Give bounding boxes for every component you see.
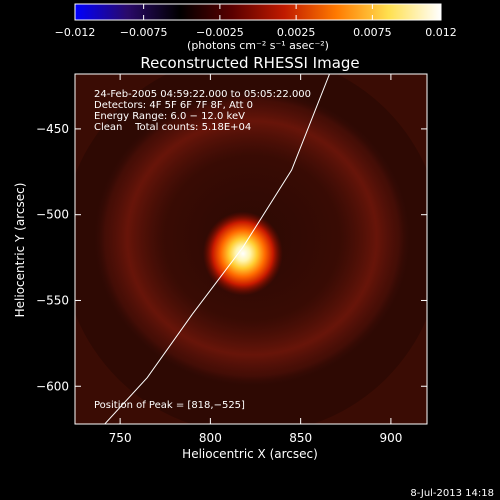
annotation-detectors: Detectors: 4F 5F 6F 7F 8F, Att 0 <box>94 100 253 111</box>
footer-timestamp: 8-Jul-2013 14:18 <box>410 488 494 499</box>
peak-source <box>202 211 283 296</box>
colorbar-tick-label: −0.012 <box>55 26 96 39</box>
annotation-energy-range: Energy Range: 6.0 − 12.0 keV <box>94 111 245 122</box>
chart-title: Reconstructed RHESSI Image <box>140 54 359 72</box>
annotation-time-range: 24-Feb-2005 04:59:22.000 to 05:05:22.000 <box>94 89 311 100</box>
colorbar <box>74 3 442 21</box>
y-tick-label: −550 <box>36 293 69 307</box>
y-tick-label: −450 <box>36 122 69 136</box>
annotation-clean-counts: Clean Total counts: 5.18E+04 <box>94 122 251 133</box>
y-tick-label: −500 <box>36 208 69 222</box>
x-axis-label: Heliocentric X (arcsec) <box>182 447 318 461</box>
colorbar-tick-label: 0.012 <box>425 26 457 39</box>
colorbar-tick-label: 0.0075 <box>353 26 392 39</box>
colorbar-tick-label: 0.0025 <box>277 26 316 39</box>
x-tick-label: 750 <box>109 431 132 445</box>
axis-ticks: 750 800 850 900 −450 −500 −550 −600 <box>36 74 427 445</box>
plot-area <box>75 74 427 424</box>
x-tick-label: 900 <box>379 431 402 445</box>
colorbar-ticks: −0.012 −0.0075 −0.0025 0.0025 0.0075 0.012 <box>55 4 457 39</box>
colorbar-tick-label: −0.0075 <box>120 26 168 39</box>
colorbar-tick-label: −0.0025 <box>196 26 244 39</box>
peak-position-label: Position of Peak = [818,−525] <box>94 400 245 411</box>
plot-frame <box>74 73 428 425</box>
colorbar-unit-label: (photons cm⁻² s⁻¹ asec⁻²) <box>187 39 329 52</box>
y-tick-label: −600 <box>36 379 69 393</box>
y-axis-label: Heliocentric Y (arcsec) <box>13 183 27 318</box>
solar-limb-line <box>104 74 330 424</box>
x-tick-label: 850 <box>289 431 312 445</box>
x-tick-label: 800 <box>199 431 222 445</box>
